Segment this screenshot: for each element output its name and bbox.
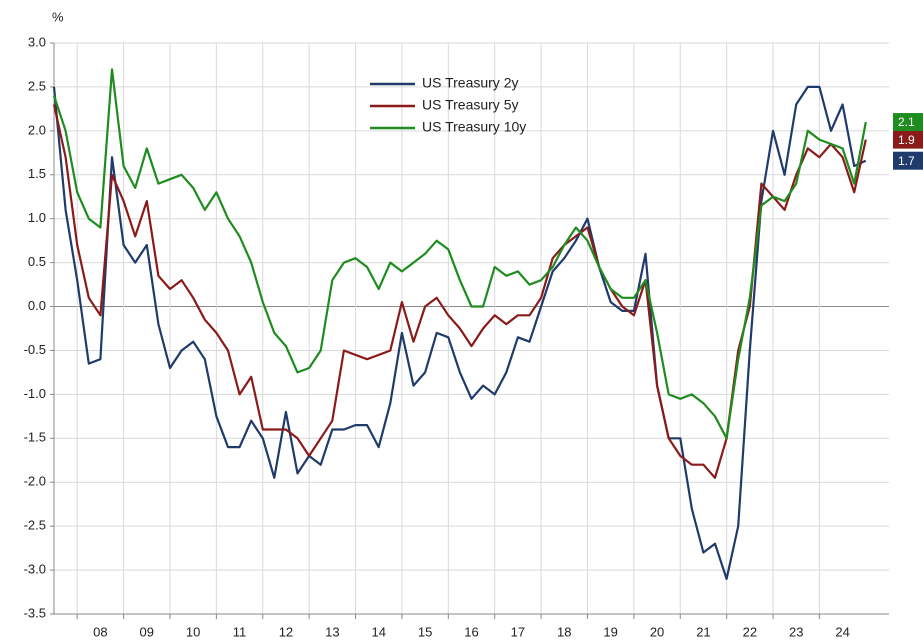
x-tick-label: 19 (603, 624, 617, 639)
x-tick-label: 20 (650, 624, 664, 639)
x-tick-label: 16 (464, 624, 478, 639)
unit-label: % (52, 9, 64, 24)
y-tick-label: 2.0 (28, 122, 46, 137)
end-label-box (893, 113, 923, 132)
x-tick-label: 17 (511, 624, 525, 639)
x-tick-label: 08 (93, 624, 107, 639)
legend-label: US Treasury 2y (422, 75, 518, 91)
y-tick-label: 0.5 (28, 254, 46, 269)
legend-label: US Treasury 5y (422, 97, 518, 113)
x-tick-label: 18 (557, 624, 571, 639)
end-label: 1.9 (898, 133, 915, 147)
x-tick-label: 14 (371, 624, 385, 639)
x-tick-label: 24 (835, 624, 849, 639)
end-label-box (893, 151, 923, 170)
y-tick-label: -3.0 (24, 562, 46, 577)
x-tick-label: 15 (418, 624, 432, 639)
x-tick-label: 22 (743, 624, 757, 639)
y-tick-label: 3.0 (28, 34, 46, 49)
end-label-box (893, 130, 923, 149)
end-label: 1.7 (898, 154, 915, 168)
y-tick-label: -2.0 (24, 474, 46, 489)
y-tick-label: -1.0 (24, 386, 46, 401)
y-tick-label: -1.5 (24, 430, 46, 445)
y-tick-label: 1.5 (28, 166, 46, 181)
x-tick-label: 21 (696, 624, 710, 639)
x-tick-label: 12 (279, 624, 293, 639)
x-tick-label: 10 (186, 624, 200, 639)
x-tick-label: 09 (140, 624, 154, 639)
y-tick-label: -0.5 (24, 342, 46, 357)
series-line (52, 85, 867, 580)
end-label: 2.1 (898, 115, 915, 129)
y-tick-label: 1.0 (28, 210, 46, 225)
series-line (52, 68, 867, 440)
legend-label: US Treasury 10y (422, 119, 526, 135)
x-tick-label: 23 (789, 624, 803, 639)
y-tick-label: 0.0 (28, 298, 46, 313)
x-tick-label: 11 (233, 624, 247, 639)
x-tick-label: 13 (325, 624, 339, 639)
y-tick-label: 2.5 (28, 78, 46, 93)
y-tick-label: -2.5 (24, 518, 46, 533)
y-tick-label: -3.5 (24, 605, 46, 620)
